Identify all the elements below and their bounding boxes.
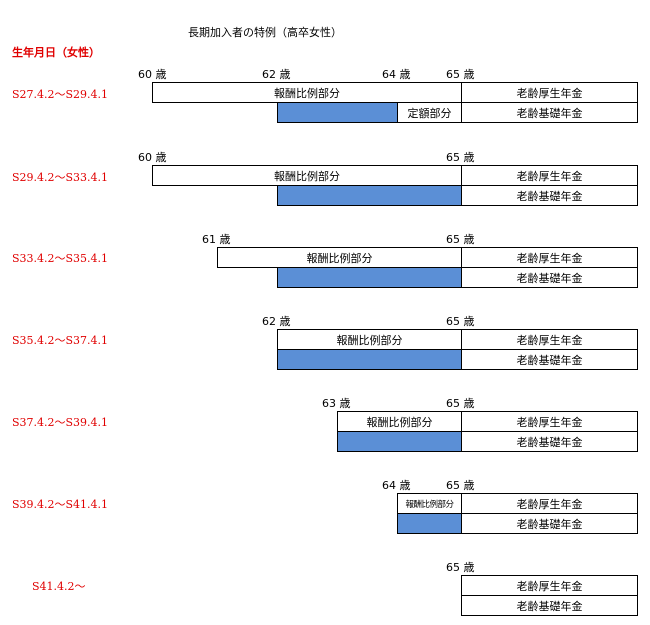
kiso-label: 老齢基礎年金 [516,271,583,285]
kiso-label: 老齢基礎年金 [516,435,583,449]
birth-range-6: S39.4.2～S41.4.1 [12,498,109,511]
age-label-65: 65 歳 [446,233,475,246]
teigaku-bar: 定額部分 [397,102,462,123]
age-label-65: 65 歳 [446,561,475,574]
age-label-62: 62 歳 [262,315,291,328]
age-label-61: 61 歳 [202,233,231,246]
kosei-nenkin-bar: 老齢厚生年金 [461,247,638,268]
hirei-label: 報酬比例部分 [366,415,433,429]
age-label-62: 62 歳 [262,68,291,81]
blue-bar [277,185,462,206]
kosei-label: 老齢厚生年金 [516,169,583,183]
kosei-nenkin-bar: 老齢厚生年金 [461,329,638,350]
kiso-nenkin-bar: 老齢基礎年金 [461,349,638,370]
birth-range-3: S33.4.2～S35.4.1 [12,252,109,265]
hirei-label: 報酬比例部分 [336,333,403,347]
kosei-nenkin-bar: 老齢厚生年金 [461,411,638,432]
birth-range-1: S27.4.2～S29.4.1 [12,88,109,101]
hirei-label: 報酬比例部分 [274,86,340,100]
kosei-label: 老齢厚生年金 [516,579,583,593]
hirei-bar: 報酬比例部分 [152,165,462,186]
age-label-64: 64 歳 [382,68,411,81]
hirei-label: 報酬比例部分 [306,251,373,265]
hirei-bar: 報酬比例部分 [397,493,462,514]
age-label-60: 60 歳 [138,151,167,164]
blue-bar [277,349,462,370]
kiso-label: 老齢基礎年金 [516,517,583,531]
kosei-nenkin-bar: 老齢厚生年金 [461,493,638,514]
kosei-nenkin-bar: 老齢厚生年金 [461,165,638,186]
birth-range-7: S41.4.2～ [32,580,86,593]
age-label-65: 65 歳 [446,68,475,81]
kiso-label: 老齢基礎年金 [516,106,583,120]
hirei-bar: 報酬比例部分 [152,82,462,103]
hirei-label: 報酬比例部分 [405,499,454,510]
age-label-60: 60 歳 [138,68,167,81]
age-label-65: 65 歳 [446,151,475,164]
age-label-64: 64 歳 [382,479,411,492]
kosei-label: 老齢厚生年金 [516,497,583,511]
diagram-title: 長期加入者の特例（高卒女性） [188,26,342,39]
hirei-bar: 報酬比例部分 [277,329,462,350]
kiso-label: 老齢基礎年金 [516,189,583,203]
kiso-nenkin-bar: 老齢基礎年金 [461,595,638,616]
blue-bar [277,267,462,288]
age-label-65: 65 歳 [446,479,475,492]
hirei-bar: 報酬比例部分 [217,247,462,268]
age-label-63: 63 歳 [322,397,351,410]
teigaku-blue-bar [277,102,398,123]
kiso-nenkin-bar: 老齢基礎年金 [461,431,638,452]
kosei-nenkin-bar: 老齢厚生年金 [461,82,638,103]
kosei-label: 老齢厚生年金 [516,251,583,265]
kiso-label: 老齢基礎年金 [516,353,583,367]
blue-bar [397,513,462,534]
birth-range-2: S29.4.2～S33.4.1 [12,171,109,184]
kosei-label: 老齢厚生年金 [516,415,583,429]
kiso-nenkin-bar: 老齢基礎年金 [461,513,638,534]
hirei-bar: 報酬比例部分 [337,411,462,432]
birth-range-5: S37.4.2～S39.4.1 [12,416,109,429]
teigaku-label: 定額部分 [407,106,452,120]
kosei-label: 老齢厚生年金 [516,86,583,100]
birth-range-4: S35.4.2～S37.4.1 [12,334,109,347]
kiso-label: 老齢基礎年金 [516,599,583,613]
age-label-65: 65 歳 [446,315,475,328]
kiso-nenkin-bar: 老齢基礎年金 [461,267,638,288]
kosei-label: 老齢厚生年金 [516,333,583,347]
kiso-nenkin-bar: 老齢基礎年金 [461,185,638,206]
kiso-nenkin-bar: 老齢基礎年金 [461,102,638,123]
age-label-65: 65 歳 [446,397,475,410]
hirei-label: 報酬比例部分 [274,169,340,183]
kosei-nenkin-bar: 老齢厚生年金 [461,575,638,596]
blue-bar [337,431,462,452]
birthdate-header: 生年月日（女性） [12,46,100,59]
